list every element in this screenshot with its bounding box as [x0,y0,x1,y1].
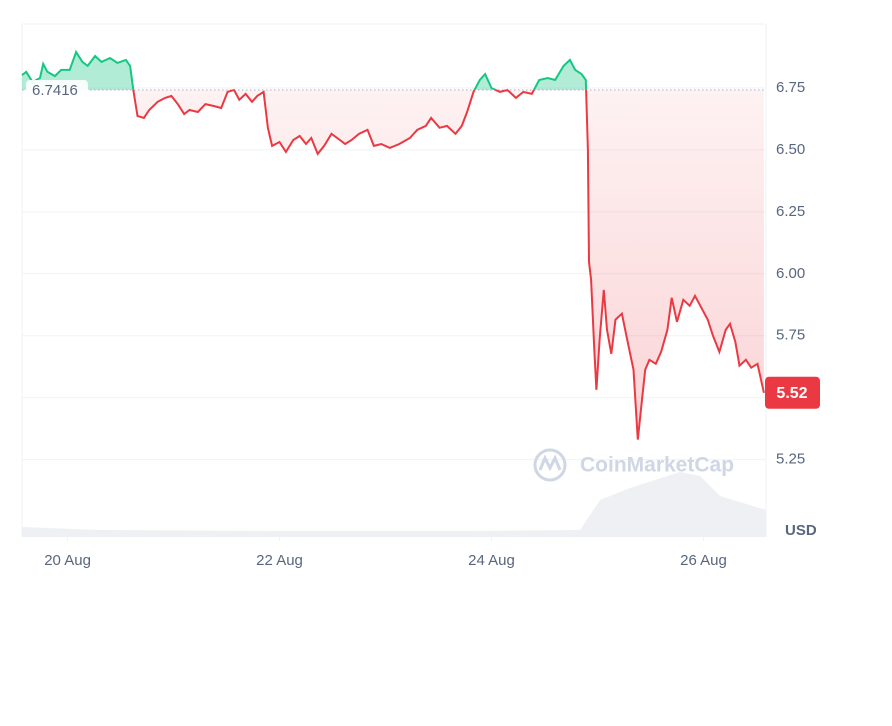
y-tick-label: 5.25 [776,451,805,468]
y-tick-label: 6.50 [776,141,805,158]
y-tick-label: 6.00 [776,265,805,282]
x-tick-label: 26 Aug [680,552,727,569]
x-tick-label: 20 Aug [44,552,91,569]
y-tick-label: 6.25 [776,203,805,220]
last-price-badge [765,376,820,409]
price-line-down [132,90,765,440]
x-tick-label: 22 Aug [256,552,303,569]
y-unit: USD [785,522,817,539]
last-price-label: 5.52 [776,385,807,402]
watermark: CoinMarketCap [533,448,734,482]
y-tick-label: 5.75 [776,327,805,344]
reference-label-bg [26,80,88,101]
area-down [22,90,764,440]
y-tick-label: 6.75 [776,79,805,96]
volume-area [22,472,766,537]
watermark-text: CoinMarketCap [580,454,734,477]
x-tick-label: 24 Aug [468,552,515,569]
reference-label: 6.7416 [32,82,78,99]
